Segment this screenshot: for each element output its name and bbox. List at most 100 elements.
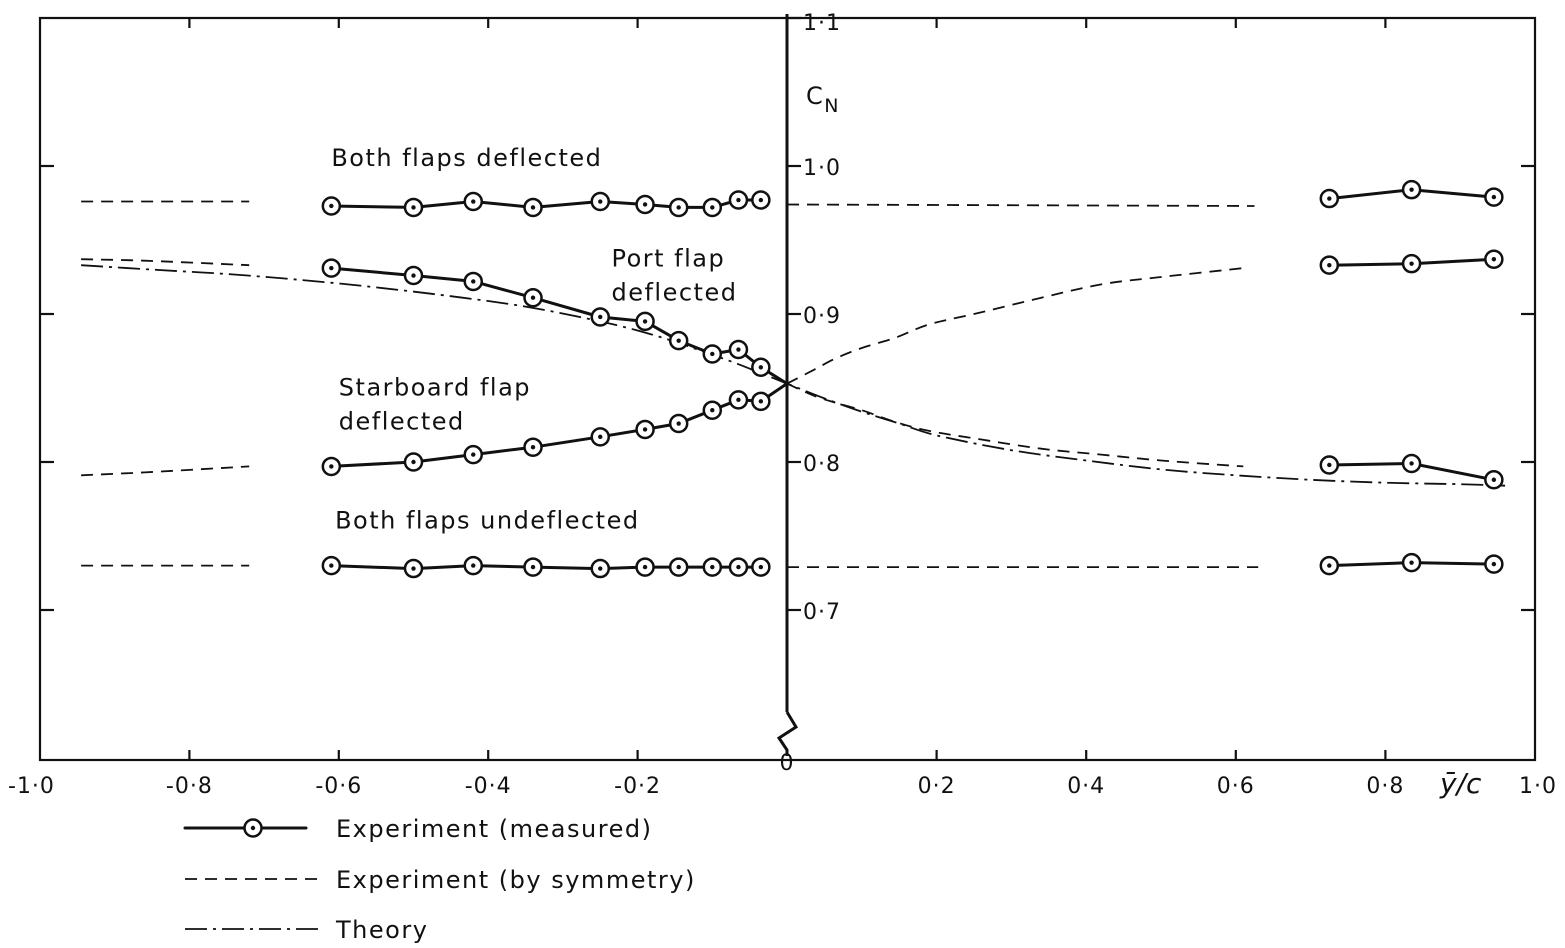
data-point — [1401, 253, 1422, 274]
data-point — [702, 344, 723, 364]
data-point-dot — [1409, 560, 1414, 565]
data-point-dot — [471, 563, 476, 568]
data-point — [1319, 555, 1340, 576]
data-point-dot — [1327, 563, 1332, 568]
y-axis-label-sub: N — [824, 95, 840, 117]
data-point — [1484, 249, 1504, 269]
data-point-dot — [676, 564, 681, 570]
data-point-dot — [530, 564, 536, 570]
data-point-dot — [1409, 261, 1414, 266]
x-tick-label: 0·6 — [1217, 774, 1255, 799]
data-point-dot — [329, 203, 334, 209]
data-point-dot — [1327, 262, 1332, 268]
data-point — [668, 413, 689, 434]
data-point — [668, 197, 689, 218]
data-point — [403, 452, 424, 472]
x-tick-label: -0·4 — [465, 774, 512, 799]
y-tick-label: 1·0 — [803, 156, 841, 181]
data-point-dot — [411, 566, 416, 571]
data-point-dot — [411, 205, 416, 210]
data-point — [403, 197, 424, 218]
data-point — [1319, 455, 1340, 475]
annotation-both-deflected: Both flaps deflected — [331, 144, 602, 172]
data-point — [321, 555, 342, 576]
data-point-dot — [471, 452, 476, 457]
y-tick-label: 1·1 — [803, 11, 841, 36]
data-point-dot — [1409, 461, 1414, 466]
data-point — [635, 557, 655, 577]
data-point-dot — [471, 199, 476, 204]
data-point — [1401, 552, 1422, 573]
data-point — [321, 196, 342, 216]
data-point — [1401, 179, 1422, 200]
data-point — [751, 391, 771, 412]
tick-labels: -1·0 -0·8 -0·6 -0·4 -0·2 0·2 0·4 0·6 0·8 1·0 1·1 1·… — [8, 11, 1556, 799]
data-point — [728, 190, 749, 210]
data-point-dot — [471, 279, 476, 284]
data-point — [590, 427, 610, 447]
data-point-dot — [530, 205, 536, 210]
data-point — [523, 557, 543, 577]
data-point — [635, 194, 655, 215]
data-point-dot — [329, 464, 334, 469]
data-point-dot — [329, 265, 334, 271]
y-axis-label-main: C — [806, 82, 824, 110]
data-point-dot — [736, 197, 741, 203]
data-point-dot — [329, 563, 334, 568]
x-tick-label: -0·6 — [315, 774, 362, 799]
data-point-dot — [530, 295, 536, 300]
data-point — [751, 357, 771, 378]
x-tick-label: 0·4 — [1067, 774, 1105, 799]
y-tick-label: 0·9 — [803, 304, 841, 329]
data-point-dot — [758, 365, 764, 370]
data-point — [702, 400, 723, 420]
x-tick-label: 0·2 — [918, 774, 956, 799]
series-sym-port-mirror-right — [786, 267, 1244, 385]
data-point — [1484, 470, 1504, 490]
data-point-dot — [642, 564, 648, 570]
data-point — [635, 311, 655, 332]
data-point — [668, 557, 689, 577]
legend-measured: Experiment (measured) — [183, 815, 651, 843]
data-point-dot — [710, 351, 715, 357]
y-tick-label: 0·7 — [803, 600, 841, 625]
y-tick-label-origin: 0 — [780, 751, 795, 776]
data-point-dot — [411, 273, 416, 278]
data-point-dot — [676, 205, 681, 210]
data-point-dot — [710, 205, 715, 210]
x-tick-label: -1·0 — [8, 774, 55, 799]
series-sym-port-left — [81, 258, 250, 267]
series-both-deflected — [329, 198, 763, 209]
annotation-starboard-deflected: Starboard flap — [339, 373, 531, 401]
data-point-dot — [642, 202, 648, 207]
theory-curves — [81, 264, 1506, 487]
data-point-dot — [598, 199, 603, 204]
data-point — [321, 258, 342, 278]
data-point — [590, 558, 610, 579]
data-point — [1401, 453, 1422, 474]
data-point-dot — [1491, 561, 1497, 567]
data-point-dot — [1491, 257, 1497, 262]
y-axis-break — [776, 711, 799, 756]
data-point-dot — [530, 445, 536, 450]
y-axis-label: CN — [806, 82, 840, 117]
data-point-dot — [710, 564, 715, 570]
curve-annotations: Both flaps deflected Port flap deflected St… — [331, 144, 736, 535]
data-point — [523, 287, 543, 308]
data-point — [635, 419, 655, 440]
data-point-dot — [598, 434, 603, 440]
data-point-dot — [758, 197, 764, 203]
data-point-dot — [758, 564, 764, 570]
data-point-dot — [1491, 194, 1497, 200]
data-point-dot — [1491, 477, 1497, 482]
annotation-both-undeflected: Both flaps undeflected — [335, 507, 640, 535]
data-point — [463, 191, 484, 212]
data-point — [751, 557, 771, 577]
annotation-starboard-deflected: deflected — [339, 407, 465, 435]
data-point — [463, 271, 484, 292]
data-point-dot — [736, 564, 741, 570]
data-point-dot — [598, 314, 603, 320]
x-tick-label: -0·8 — [166, 774, 213, 799]
legend-symmetry-label: Experiment (by symmetry) — [336, 866, 696, 894]
